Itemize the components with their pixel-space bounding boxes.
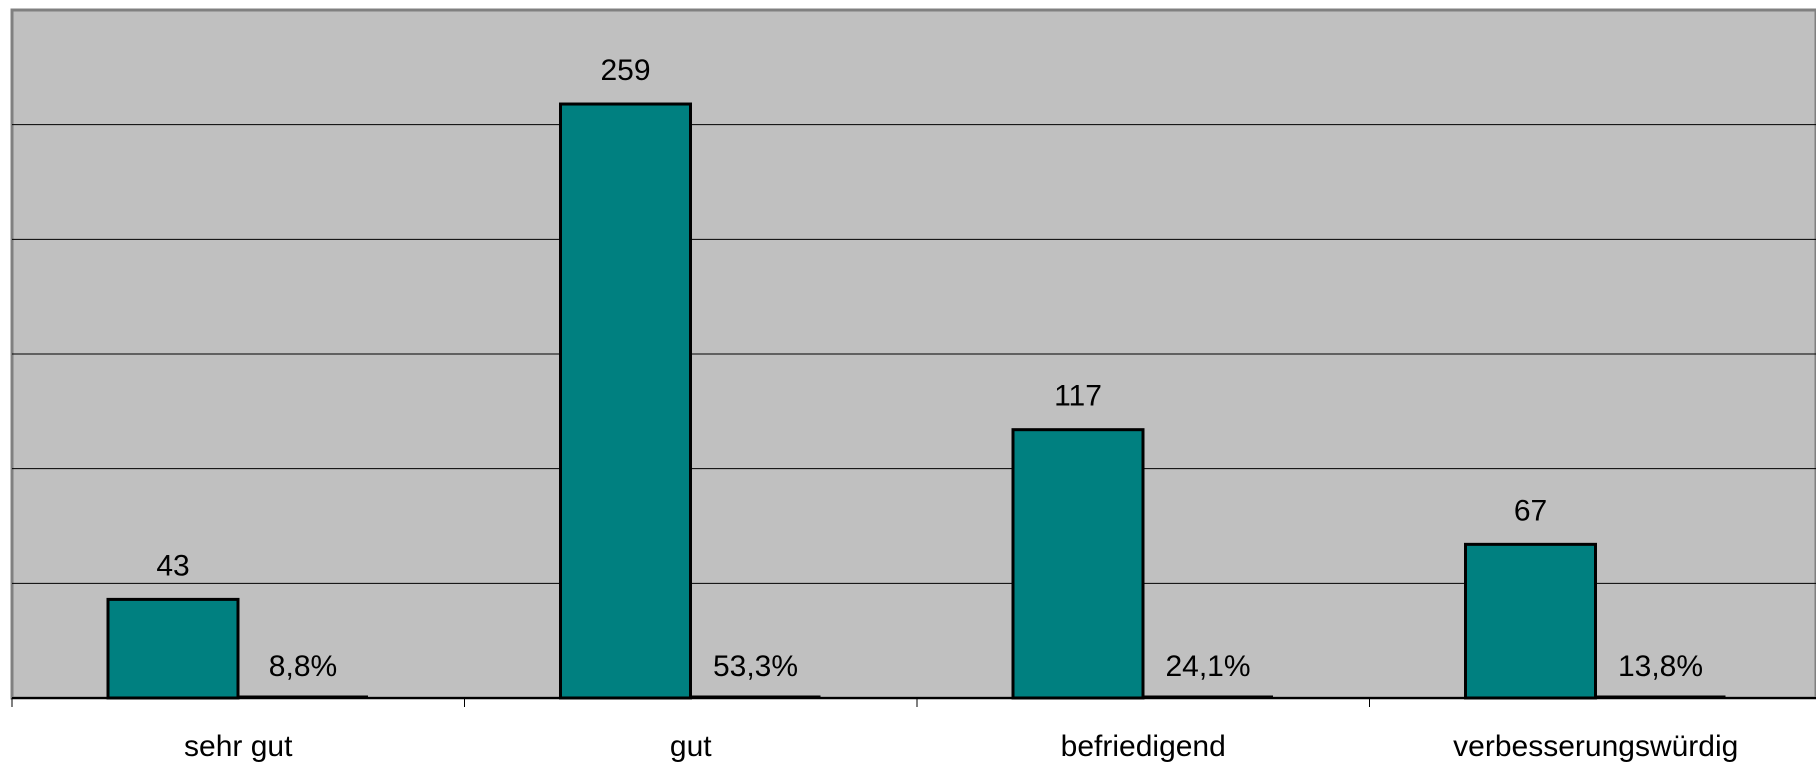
data-label-percent: 13,8% xyxy=(1618,650,1703,683)
data-label-count: 259 xyxy=(600,54,650,87)
data-label-count: 43 xyxy=(156,549,189,582)
data-label-percent: 53,3% xyxy=(713,650,798,683)
x-tick-label: verbesserungswürdig xyxy=(1453,730,1738,763)
x-tick-label: befriedigend xyxy=(1061,730,1226,763)
x-tick-label: sehr gut xyxy=(184,730,293,763)
data-label-count: 67 xyxy=(1514,494,1547,527)
bar-count xyxy=(106,597,240,700)
x-axis xyxy=(11,697,1816,707)
gridlines xyxy=(12,124,1816,584)
bars xyxy=(106,102,1726,700)
x-tick-label: gut xyxy=(670,730,712,763)
bar-count xyxy=(1011,428,1145,700)
bar-count xyxy=(1464,542,1597,700)
data-label-percent: 24,1% xyxy=(1165,650,1250,683)
data-label-count: 117 xyxy=(1054,380,1102,413)
data-label-percent: 8,8% xyxy=(269,650,337,683)
labels: 43 8,8% sehr gut 259 53,3% gut 117 24,1% befried… xyxy=(156,54,1738,763)
bar-count xyxy=(559,102,692,700)
